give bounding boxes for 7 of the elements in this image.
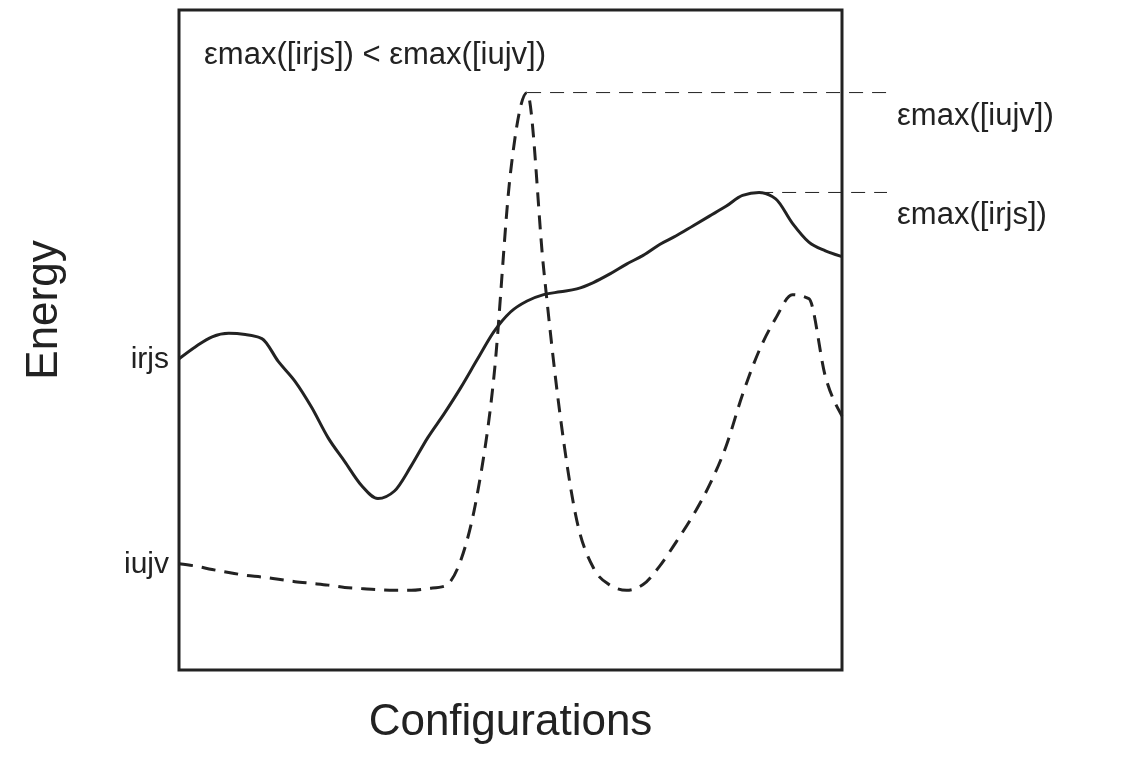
- series-label: irjs: [130, 340, 169, 374]
- y-axis-title: Energy: [17, 240, 66, 380]
- ref-line-label: εmax([iujv]): [897, 96, 1054, 132]
- series-label: iujv: [123, 545, 169, 579]
- ref-line-label: εmax([irjs]): [897, 196, 1047, 232]
- text: εmax([irjs]) < εmax([iujv]): [204, 36, 546, 71]
- x-axis-title: Configurations: [368, 695, 653, 744]
